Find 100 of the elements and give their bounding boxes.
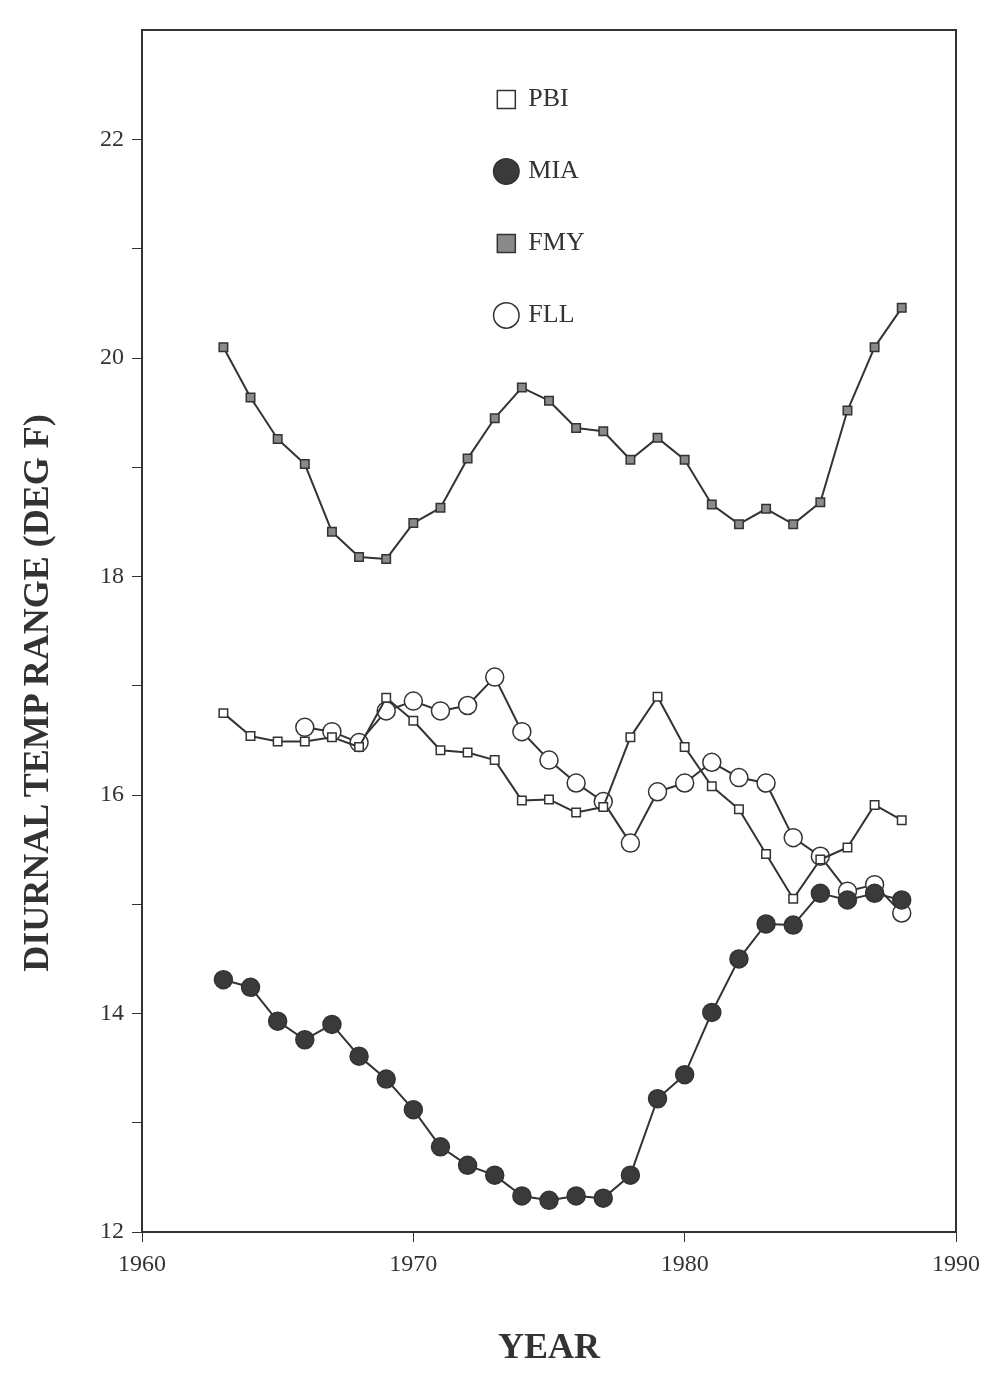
point	[869, 799, 880, 810]
point	[891, 890, 912, 910]
point	[457, 695, 478, 716]
point	[702, 752, 722, 773]
point	[516, 382, 527, 393]
point	[837, 890, 858, 910]
point	[864, 883, 885, 904]
point	[788, 519, 799, 530]
point	[702, 1002, 722, 1023]
point	[326, 526, 337, 537]
point	[896, 815, 907, 826]
point	[842, 405, 853, 416]
point	[267, 1011, 288, 1031]
point	[484, 667, 505, 687]
y-tick-label: 18	[100, 561, 124, 588]
point	[376, 1069, 396, 1089]
point	[435, 502, 446, 513]
point	[625, 732, 636, 743]
point	[620, 1165, 641, 1185]
legend-label: PBI	[528, 83, 569, 113]
point	[729, 949, 749, 969]
point	[783, 915, 803, 935]
point	[322, 1014, 342, 1035]
point	[756, 773, 776, 793]
point	[566, 1186, 586, 1206]
point	[408, 518, 419, 529]
y-tick-label: 16	[100, 780, 124, 807]
point	[544, 794, 554, 805]
point	[272, 736, 283, 747]
point	[571, 423, 582, 434]
point	[761, 849, 772, 860]
point	[674, 773, 695, 793]
point	[462, 453, 473, 464]
legend-label: FMY	[528, 227, 585, 257]
point	[430, 701, 451, 721]
point	[326, 732, 337, 743]
point	[729, 767, 749, 788]
point	[539, 1190, 559, 1211]
point	[869, 342, 880, 353]
point	[571, 807, 582, 818]
y-tick-label: 12	[100, 1217, 124, 1244]
point	[516, 795, 527, 806]
y-tick-label: 20	[100, 343, 124, 370]
point	[403, 1099, 424, 1120]
point	[299, 736, 310, 747]
x-tick-label: 1990	[932, 1249, 980, 1276]
legend-label: MIA	[528, 155, 580, 185]
point	[489, 755, 500, 766]
point	[783, 827, 803, 848]
point	[756, 914, 776, 934]
point	[403, 691, 424, 711]
point	[354, 551, 365, 562]
point	[566, 773, 586, 793]
y-axis-title: DIURNAL TEMP RANGE (DEG F)	[15, 414, 57, 972]
point	[512, 721, 532, 742]
point	[381, 692, 392, 703]
point	[349, 1046, 369, 1066]
x-tick-label: 1960	[118, 1249, 166, 1276]
point	[295, 717, 315, 738]
point	[733, 804, 744, 815]
point	[462, 747, 473, 758]
y-tick-label: 14	[100, 998, 124, 1025]
point	[539, 750, 559, 770]
legend-label: FLL	[528, 299, 575, 329]
point	[457, 1155, 478, 1176]
point	[218, 708, 229, 719]
point	[272, 433, 283, 444]
point	[706, 499, 717, 510]
point	[625, 454, 636, 465]
point	[679, 742, 690, 752]
point	[295, 1029, 315, 1050]
point	[484, 1165, 505, 1185]
point	[213, 969, 234, 990]
point	[598, 426, 609, 437]
point	[435, 745, 446, 756]
point	[647, 782, 668, 802]
y-tick-label: 22	[100, 124, 124, 151]
point	[381, 554, 392, 565]
point	[733, 519, 744, 530]
point	[652, 432, 663, 443]
point	[430, 1137, 451, 1157]
point	[815, 497, 826, 508]
point	[544, 395, 554, 406]
point	[761, 503, 772, 514]
point	[647, 1088, 668, 1109]
point	[788, 893, 799, 904]
point	[512, 1186, 532, 1206]
point	[240, 977, 261, 998]
point	[408, 715, 419, 726]
point	[706, 781, 717, 792]
point	[489, 413, 500, 424]
point	[620, 833, 641, 853]
point	[245, 392, 256, 403]
point	[299, 459, 310, 470]
point	[896, 302, 907, 313]
point	[652, 691, 663, 702]
x-tick-label: 1970	[389, 1249, 438, 1276]
point	[679, 454, 690, 465]
x-axis-title: YEAR	[497, 1325, 601, 1366]
point	[245, 731, 256, 742]
